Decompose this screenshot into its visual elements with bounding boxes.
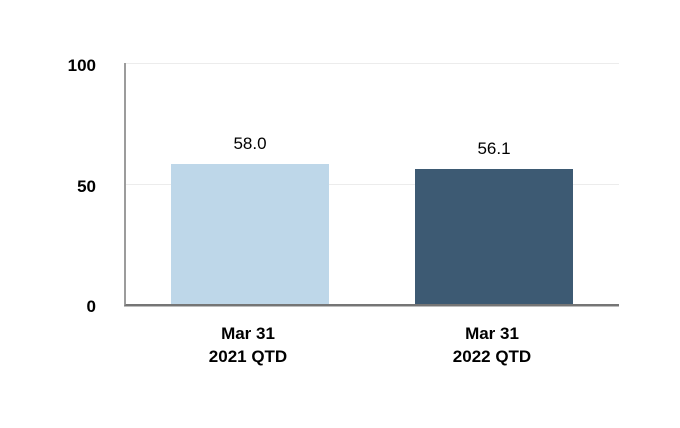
plot-area: 58.0 56.1 (124, 63, 619, 306)
x-axis-label-line: Mar 31 (221, 324, 275, 343)
y-tick-label-100: 100 (67, 56, 96, 75)
y-tick-label-0: 0 (86, 297, 96, 316)
x-axis-label-mar-31-2021-qtd: Mar 31 2021 QTD (128, 322, 368, 368)
x-axis-label-line: 2022 QTD (452, 347, 532, 366)
bar-mar-31-2022-qtd (415, 169, 573, 304)
bar-mar-31-2021-qtd (171, 164, 329, 304)
gridline-50 (126, 184, 619, 185)
x-axis-label-line: 2021 QTD (208, 347, 288, 366)
x-axis-label-mar-31-2022-qtd: Mar 31 2022 QTD (372, 322, 612, 368)
x-axis-label-line: Mar 31 (465, 324, 519, 343)
bar-value-label-mar-31-2022-qtd: 56.1 (477, 139, 511, 158)
bar-value-label-mar-31-2021-qtd: 58.0 (233, 134, 267, 153)
y-tick-label-50: 50 (77, 177, 96, 196)
gridline-100 (126, 63, 619, 64)
